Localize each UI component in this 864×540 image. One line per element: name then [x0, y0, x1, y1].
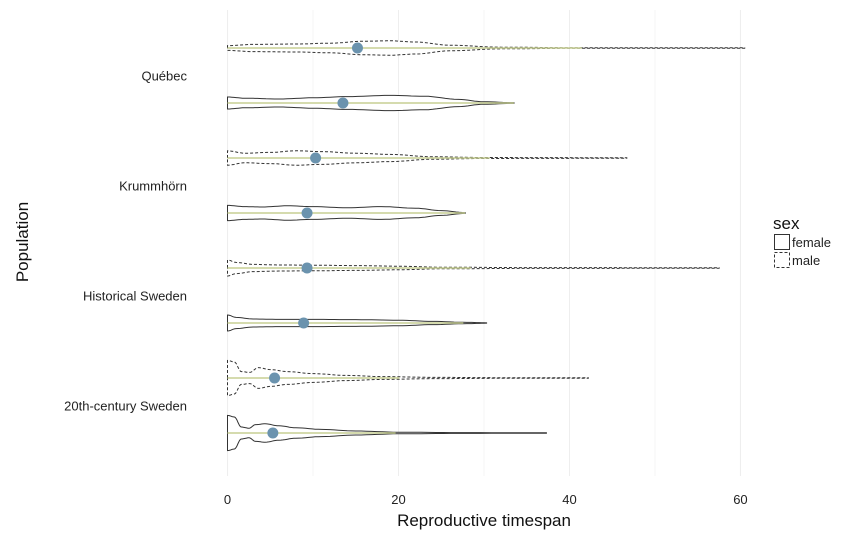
mean-point [301, 207, 313, 219]
y-category-labels: Québec Krummhörn Historical Sweden 20th-cen… [64, 69, 187, 414]
category-label-20th-century-sweden: 20th-century Sweden [64, 399, 187, 414]
legend-key-female [774, 234, 790, 250]
x-tick-label: 20 [391, 492, 405, 507]
x-tick-label: 0 [224, 492, 231, 507]
legend-label-male: male [792, 253, 820, 268]
mean-point [337, 97, 349, 109]
violin-quebec-female [227, 94, 515, 112]
violin-krummhorn-female [227, 204, 466, 222]
legend: sex female male [773, 214, 831, 268]
mean-point [267, 427, 279, 439]
grid-layer [227, 10, 741, 476]
violin-20th-century-sweden-female [227, 414, 547, 452]
violin-20th-century-sweden-male [227, 359, 589, 397]
mean-point [310, 152, 322, 164]
x-axis-title: Reproductive timespan [397, 511, 571, 530]
violin-outline [227, 259, 720, 277]
violin-outline [227, 359, 589, 397]
x-tick-labels: 0 20 40 60 [224, 492, 748, 507]
mean-point [269, 372, 281, 384]
category-label-historical-sweden: Historical Sweden [83, 289, 187, 304]
x-tick-label: 60 [733, 492, 747, 507]
mean-point [351, 42, 363, 54]
violin-historical-sweden-male [227, 259, 720, 277]
violin-krummhorn-male [227, 150, 628, 166]
legend-title: sex [773, 214, 800, 233]
violin-layer [227, 40, 746, 452]
violin-historical-sweden-female [227, 314, 488, 332]
legend-key-male [774, 252, 790, 268]
category-label-krummhorn: Krummhörn [119, 179, 187, 194]
mean-point [298, 317, 310, 329]
x-tick-label: 40 [562, 492, 576, 507]
category-label-quebec: Québec [141, 69, 187, 84]
y-axis-title: Population [13, 202, 32, 282]
legend-label-female: female [792, 235, 831, 250]
violin-quebec-male [227, 40, 746, 56]
mean-point [301, 262, 313, 274]
